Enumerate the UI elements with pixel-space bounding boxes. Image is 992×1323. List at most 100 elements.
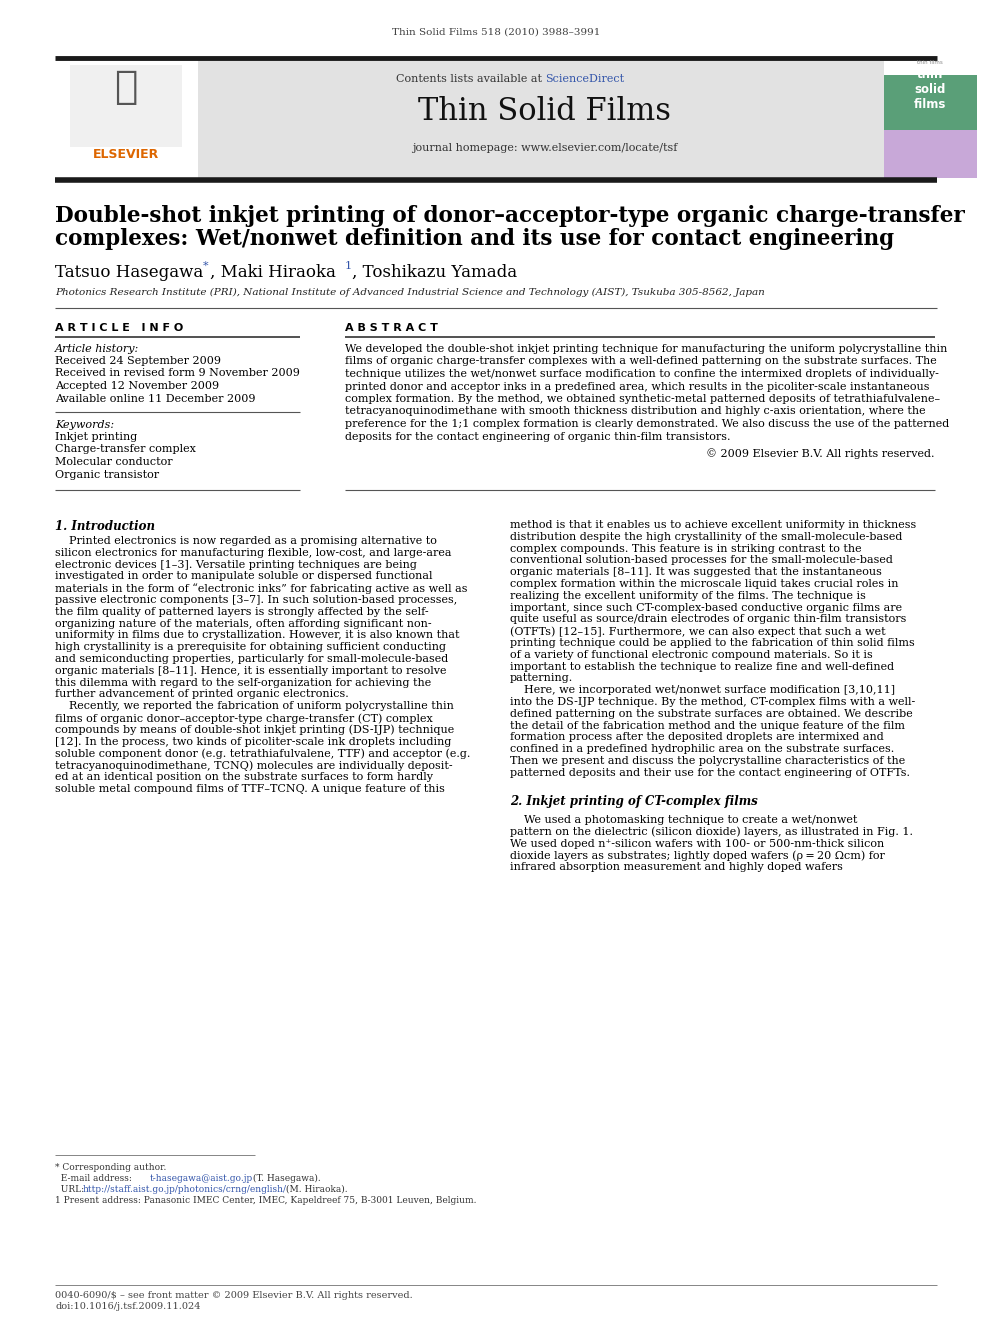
Text: formation process after the deposited droplets are intermixed and: formation process after the deposited dr… <box>510 733 884 742</box>
Text: URL:: URL: <box>55 1185 87 1193</box>
Text: complexes: Wet/nonwet definition and its use for contact engineering: complexes: Wet/nonwet definition and its… <box>55 228 894 250</box>
Text: preference for the 1;1 complex formation is clearly demonstrated. We also discus: preference for the 1;1 complex formation… <box>345 419 949 429</box>
Text: silicon electronics for manufacturing flexible, low-cost, and large-area: silicon electronics for manufacturing fl… <box>55 548 451 558</box>
Text: Then we present and discuss the polycrystalline characteristics of the: Then we present and discuss the polycrys… <box>510 755 906 766</box>
Text: Recently, we reported the fabrication of uniform polycrystalline thin: Recently, we reported the fabrication of… <box>55 701 454 712</box>
Text: infrared absorption measurement and highly doped wafers: infrared absorption measurement and high… <box>510 863 843 872</box>
Text: soluble metal compound films of TTF–TCNQ. A unique feature of this: soluble metal compound films of TTF–TCNQ… <box>55 783 444 794</box>
Text: ELSEVIER: ELSEVIER <box>93 148 159 161</box>
Text: Received 24 September 2009: Received 24 September 2009 <box>55 356 221 366</box>
Text: 0040-6090/$ – see front matter © 2009 Elsevier B.V. All rights reserved.: 0040-6090/$ – see front matter © 2009 El… <box>55 1291 413 1301</box>
Text: ScienceDirect: ScienceDirect <box>545 74 624 83</box>
Text: 🌳: 🌳 <box>114 67 138 106</box>
Text: method is that it enables us to achieve excellent uniformity in thickness: method is that it enables us to achieve … <box>510 520 917 531</box>
Text: materials in the form of “electronic inks” for fabricating active as well as: materials in the form of “electronic ink… <box>55 583 467 594</box>
Text: important, since such CT-complex-based conductive organic films are: important, since such CT-complex-based c… <box>510 602 902 613</box>
Text: Inkjet printing: Inkjet printing <box>55 433 137 442</box>
Text: Available online 11 December 2009: Available online 11 December 2009 <box>55 393 256 404</box>
Text: defined patterning on the substrate surfaces are obtained. We describe: defined patterning on the substrate surf… <box>510 709 913 718</box>
Text: passive electronic components [3–7]. In such solution-based processes,: passive electronic components [3–7]. In … <box>55 595 457 605</box>
Bar <box>55 60 198 179</box>
Text: Tatsuo Hasegawa: Tatsuo Hasegawa <box>55 265 208 280</box>
Text: films of organic donor–acceptor-type charge-transfer (CT) complex: films of organic donor–acceptor-type cha… <box>55 713 433 724</box>
Bar <box>884 60 977 179</box>
Text: important to establish the technique to realize fine and well-defined: important to establish the technique to … <box>510 662 894 672</box>
Text: conventional solution-based processes for the small-molecule-based: conventional solution-based processes fo… <box>510 556 893 565</box>
Text: (OTFTs) [12–15]. Furthermore, we can also expect that such a wet: (OTFTs) [12–15]. Furthermore, we can als… <box>510 626 886 636</box>
Text: realizing the excellent uniformity of the films. The technique is: realizing the excellent uniformity of th… <box>510 591 866 601</box>
Text: Double-shot inkjet printing of donor–acceptor-type organic charge-transfer: Double-shot inkjet printing of donor–acc… <box>55 205 965 228</box>
Text: Keywords:: Keywords: <box>55 419 114 430</box>
Text: We developed the double-shot inkjet printing technique for manufacturing the uni: We developed the double-shot inkjet prin… <box>345 344 947 355</box>
Text: the film quality of patterned layers is strongly affected by the self-: the film quality of patterned layers is … <box>55 607 429 617</box>
Text: Article history:: Article history: <box>55 344 139 355</box>
Text: quite useful as source/drain electrodes of organic thin-film transistors: quite useful as source/drain electrodes … <box>510 614 907 624</box>
Text: ed at an identical position on the substrate surfaces to form hardly: ed at an identical position on the subst… <box>55 773 433 782</box>
Text: confined in a predefined hydrophilic area on the substrate surfaces.: confined in a predefined hydrophilic are… <box>510 745 894 754</box>
Text: organic materials [8–11]. It was suggested that the instantaneous: organic materials [8–11]. It was suggest… <box>510 568 882 577</box>
Text: and semiconducting properties, particularly for small-molecule-based: and semiconducting properties, particula… <box>55 654 448 664</box>
Text: thin films: thin films <box>918 60 942 65</box>
Text: , Toshikazu Yamada: , Toshikazu Yamada <box>352 265 517 280</box>
Text: further advancement of printed organic electronics.: further advancement of printed organic e… <box>55 689 349 700</box>
Text: [12]. In the process, two kinds of picoliter-scale ink droplets including: [12]. In the process, two kinds of picol… <box>55 737 451 746</box>
Text: 1: 1 <box>345 261 352 271</box>
Text: 2. Inkjet printing of CT-complex films: 2. Inkjet printing of CT-complex films <box>510 795 758 808</box>
Text: doi:10.1016/j.tsf.2009.11.024: doi:10.1016/j.tsf.2009.11.024 <box>55 1302 200 1311</box>
Text: complex formation. By the method, we obtained synthetic-metal patterned deposits: complex formation. By the method, we obt… <box>345 394 940 404</box>
Text: * Corresponding author.: * Corresponding author. <box>55 1163 167 1172</box>
Text: (M. Hiraoka).: (M. Hiraoka). <box>283 1185 347 1193</box>
Text: investigated in order to manipulate soluble or dispersed functional: investigated in order to manipulate solu… <box>55 572 433 581</box>
Text: Organic transistor: Organic transistor <box>55 470 159 479</box>
Text: organizing nature of the materials, often affording significant non-: organizing nature of the materials, ofte… <box>55 619 432 628</box>
Text: distribution despite the high crystallinity of the small-molecule-based: distribution despite the high crystallin… <box>510 532 903 542</box>
Text: We used doped n⁺-silicon wafers with 100- or 500-nm-thick silicon: We used doped n⁺-silicon wafers with 100… <box>510 839 884 848</box>
Text: Here, we incorporated wet/nonwet surface modification [3,10,11]: Here, we incorporated wet/nonwet surface… <box>510 685 895 695</box>
Text: *: * <box>203 261 208 271</box>
Text: Accepted 12 November 2009: Accepted 12 November 2009 <box>55 381 219 392</box>
Text: (T. Hasegawa).: (T. Hasegawa). <box>250 1174 320 1183</box>
Text: © 2009 Elsevier B.V. All rights reserved.: © 2009 Elsevier B.V. All rights reserved… <box>706 448 935 459</box>
Text: , Maki Hiraoka: , Maki Hiraoka <box>210 265 341 280</box>
Bar <box>198 60 884 179</box>
Text: Received in revised form 9 November 2009: Received in revised form 9 November 2009 <box>55 369 300 378</box>
Text: electronic devices [1–3]. Versatile printing techniques are being: electronic devices [1–3]. Versatile prin… <box>55 560 417 570</box>
Bar <box>884 60 977 75</box>
Text: this dilemma with regard to the self-organization for achieving the: this dilemma with regard to the self-org… <box>55 677 432 688</box>
Text: http://staff.aist.go.jp/photonics/crng/english/: http://staff.aist.go.jp/photonics/crng/e… <box>83 1185 287 1193</box>
Text: of a variety of functional electronic compound materials. So it is: of a variety of functional electronic co… <box>510 650 873 660</box>
Text: films of organic charge-transfer complexes with a well-defined patterning on the: films of organic charge-transfer complex… <box>345 356 936 366</box>
Text: A B S T R A C T: A B S T R A C T <box>345 323 437 333</box>
Text: the detail of the fabrication method and the unique feature of the film: the detail of the fabrication method and… <box>510 721 905 730</box>
Bar <box>70 65 182 147</box>
Text: pattern on the dielectric (silicon dioxide) layers, as illustrated in Fig. 1.: pattern on the dielectric (silicon dioxi… <box>510 827 913 837</box>
Text: A R T I C L E   I N F O: A R T I C L E I N F O <box>55 323 184 333</box>
Text: uniformity in films due to crystallization. However, it is also known that: uniformity in films due to crystallizati… <box>55 630 459 640</box>
Text: Molecular conductor: Molecular conductor <box>55 456 173 467</box>
Text: Thin Solid Films 518 (2010) 3988–3991: Thin Solid Films 518 (2010) 3988–3991 <box>392 28 600 37</box>
Text: journal homepage: www.elsevier.com/locate/tsf: journal homepage: www.elsevier.com/locat… <box>413 143 678 153</box>
Text: dioxide layers as substrates; lightly doped wafers (ρ = 20 Ωcm) for: dioxide layers as substrates; lightly do… <box>510 851 885 861</box>
Text: E-mail address:: E-mail address: <box>55 1174 135 1183</box>
Text: patterned deposits and their use for the contact engineering of OTFTs.: patterned deposits and their use for the… <box>510 767 910 778</box>
Text: Printed electronics is now regarded as a promising alternative to: Printed electronics is now regarded as a… <box>55 536 436 546</box>
Text: We used a photomasking technique to create a wet/nonwet: We used a photomasking technique to crea… <box>510 815 857 826</box>
Text: into the DS-IJP technique. By the method, CT-complex films with a well-: into the DS-IJP technique. By the method… <box>510 697 916 706</box>
Text: printed donor and acceptor inks in a predefined area, which results in the picol: printed donor and acceptor inks in a pre… <box>345 381 930 392</box>
Text: tetracyanoquinodimethane, TCNQ) molecules are individually deposit-: tetracyanoquinodimethane, TCNQ) molecule… <box>55 761 452 771</box>
Text: complex formation within the microscale liquid takes crucial roles in: complex formation within the microscale … <box>510 579 899 589</box>
Text: organic materials [8–11]. Hence, it is essentially important to resolve: organic materials [8–11]. Hence, it is e… <box>55 665 446 676</box>
Text: patterning.: patterning. <box>510 673 573 684</box>
Text: deposits for the contact engineering of organic thin-film transistors.: deposits for the contact engineering of … <box>345 431 730 442</box>
Text: Photonics Research Institute (PRI), National Institute of Advanced Industrial Sc: Photonics Research Institute (PRI), Nati… <box>55 288 765 298</box>
Text: 1. Introduction: 1. Introduction <box>55 520 155 533</box>
Text: tetracyanoquinodimethane with smooth thickness distribution and highly c-axis or: tetracyanoquinodimethane with smooth thi… <box>345 406 926 417</box>
Text: Charge-transfer complex: Charge-transfer complex <box>55 445 195 455</box>
Text: technique utilizes the wet/nonwet surface modification to confine the intermixed: technique utilizes the wet/nonwet surfac… <box>345 369 938 378</box>
Text: 1 Present address: Panasonic IMEC Center, IMEC, Kapeldreef 75, B-3001 Leuven, Be: 1 Present address: Panasonic IMEC Center… <box>55 1196 476 1205</box>
Text: thin
solid
films: thin solid films <box>914 67 946 111</box>
Text: printing technique could be applied to the fabrication of thin solid films: printing technique could be applied to t… <box>510 638 915 648</box>
Text: Thin Solid Films: Thin Solid Films <box>419 97 672 127</box>
Text: high crystallinity is a prerequisite for obtaining sufficient conducting: high crystallinity is a prerequisite for… <box>55 642 446 652</box>
Text: compounds by means of double-shot inkjet printing (DS-IJP) technique: compounds by means of double-shot inkjet… <box>55 725 454 736</box>
